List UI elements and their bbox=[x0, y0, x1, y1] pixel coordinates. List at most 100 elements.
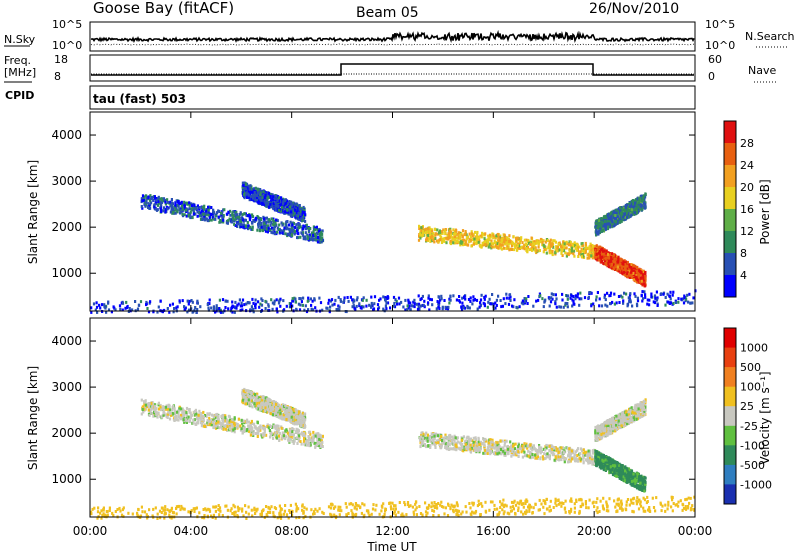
scatter-cell bbox=[634, 294, 637, 298]
scatter-cell bbox=[316, 232, 319, 236]
scatter-cell bbox=[396, 302, 399, 306]
scatter-cell bbox=[277, 430, 280, 434]
scatter-cell bbox=[668, 302, 671, 305]
scatter-cell bbox=[276, 310, 279, 314]
scatter-cell bbox=[630, 208, 634, 212]
scatter-cell bbox=[248, 198, 251, 202]
scatter-cell bbox=[215, 422, 218, 426]
scatter-cell bbox=[104, 306, 107, 310]
scatter-cell bbox=[144, 204, 147, 208]
scatter-cell bbox=[307, 435, 310, 438]
scatter-cell bbox=[510, 248, 513, 251]
scatter-cell bbox=[522, 302, 525, 306]
scatter-cell bbox=[248, 188, 251, 192]
scatter-cell bbox=[483, 296, 486, 299]
scatter-cell bbox=[158, 197, 161, 201]
scatter-cell bbox=[227, 210, 230, 214]
scatter-cell bbox=[376, 303, 380, 307]
scatter-cell bbox=[310, 307, 313, 311]
scatter-cell bbox=[246, 221, 249, 224]
scatter-cell bbox=[288, 233, 291, 237]
scatter-cell bbox=[226, 419, 229, 423]
scatter-cell bbox=[636, 197, 639, 201]
scatter-cell bbox=[542, 239, 545, 243]
scatter-cell bbox=[603, 249, 606, 253]
scatter-cell bbox=[626, 208, 629, 212]
scatter-cell bbox=[159, 299, 162, 303]
scatter-cell bbox=[252, 310, 255, 314]
scatter-cell bbox=[469, 239, 472, 243]
scatter-cell bbox=[256, 215, 259, 218]
scatter-cell bbox=[622, 301, 625, 305]
scatter-cell bbox=[249, 423, 252, 427]
scatter-cell bbox=[505, 238, 508, 242]
scatter-cell bbox=[575, 242, 578, 246]
scatter-cell bbox=[594, 244, 597, 248]
scatter-cell bbox=[224, 416, 227, 420]
scatter-cell bbox=[600, 227, 603, 231]
nave-tick-bottom: 0 bbox=[708, 70, 715, 83]
scatter-cell bbox=[250, 419, 253, 423]
scatter-cell bbox=[583, 296, 587, 300]
scatter-cell bbox=[595, 227, 598, 231]
scatter-cell bbox=[243, 430, 246, 433]
scatter-cell bbox=[153, 195, 156, 199]
scatter-cell bbox=[156, 412, 159, 416]
scatter-cell bbox=[566, 297, 569, 301]
scatter-cell bbox=[603, 295, 606, 299]
scatter-cell bbox=[251, 225, 254, 229]
scatter-cell bbox=[583, 247, 586, 251]
scatter-cell bbox=[291, 430, 294, 434]
scatter-cell bbox=[560, 249, 563, 253]
scatter-cell bbox=[154, 409, 157, 413]
scatter-cell bbox=[213, 414, 216, 417]
scatter-cell bbox=[616, 221, 619, 225]
scatter-cell bbox=[578, 250, 581, 254]
scatter-cell bbox=[207, 308, 210, 312]
scatter-cell bbox=[565, 254, 568, 258]
scatter-cell bbox=[251, 221, 254, 225]
scatter-cell bbox=[247, 193, 250, 197]
scatter-cell bbox=[250, 428, 253, 432]
scatter-cell bbox=[418, 234, 421, 238]
scatter-cell bbox=[219, 308, 222, 312]
scatter-cell bbox=[469, 296, 472, 300]
scatter-cell bbox=[230, 220, 233, 224]
scatter-cell bbox=[173, 407, 176, 411]
scatter-cell bbox=[291, 209, 294, 213]
scatter-cell bbox=[573, 244, 576, 248]
nsky-label: N.Sky bbox=[4, 33, 36, 46]
freq-tick-bottom: 8 bbox=[54, 70, 61, 83]
scatter-cell bbox=[212, 426, 216, 430]
scatter-cell bbox=[460, 305, 463, 309]
scatter-cell bbox=[284, 208, 287, 212]
scatter-cell bbox=[632, 207, 635, 211]
scatter-cell bbox=[417, 305, 420, 309]
scatter-cell bbox=[632, 277, 635, 281]
scatter-cell bbox=[240, 418, 243, 422]
scatter-cell bbox=[162, 199, 165, 203]
scatter-cell bbox=[189, 411, 192, 415]
scatter-cell bbox=[264, 193, 267, 197]
scatter-cell bbox=[251, 190, 254, 194]
scatter-cell bbox=[464, 242, 467, 245]
scatter-cell bbox=[246, 227, 250, 231]
scatter-cell bbox=[146, 405, 149, 409]
scatter-cell bbox=[181, 207, 184, 211]
scatter-cell bbox=[161, 310, 164, 314]
scatter-cell bbox=[248, 218, 252, 222]
scatter-cell bbox=[624, 267, 627, 271]
scatter-cell bbox=[235, 422, 238, 426]
scatter-cell bbox=[290, 214, 293, 217]
scatter-cell bbox=[277, 301, 281, 305]
scatter-cell bbox=[264, 307, 267, 310]
scatter-cell bbox=[193, 410, 197, 413]
scatter-cell bbox=[162, 197, 165, 201]
scatter-cell bbox=[262, 432, 265, 436]
scatter-cell bbox=[614, 214, 617, 217]
scatter-cell bbox=[595, 295, 598, 299]
scatter-cell bbox=[277, 196, 280, 200]
scatter-cell bbox=[216, 307, 219, 311]
scatter-cell bbox=[555, 249, 558, 253]
scatter-cell bbox=[312, 233, 315, 237]
